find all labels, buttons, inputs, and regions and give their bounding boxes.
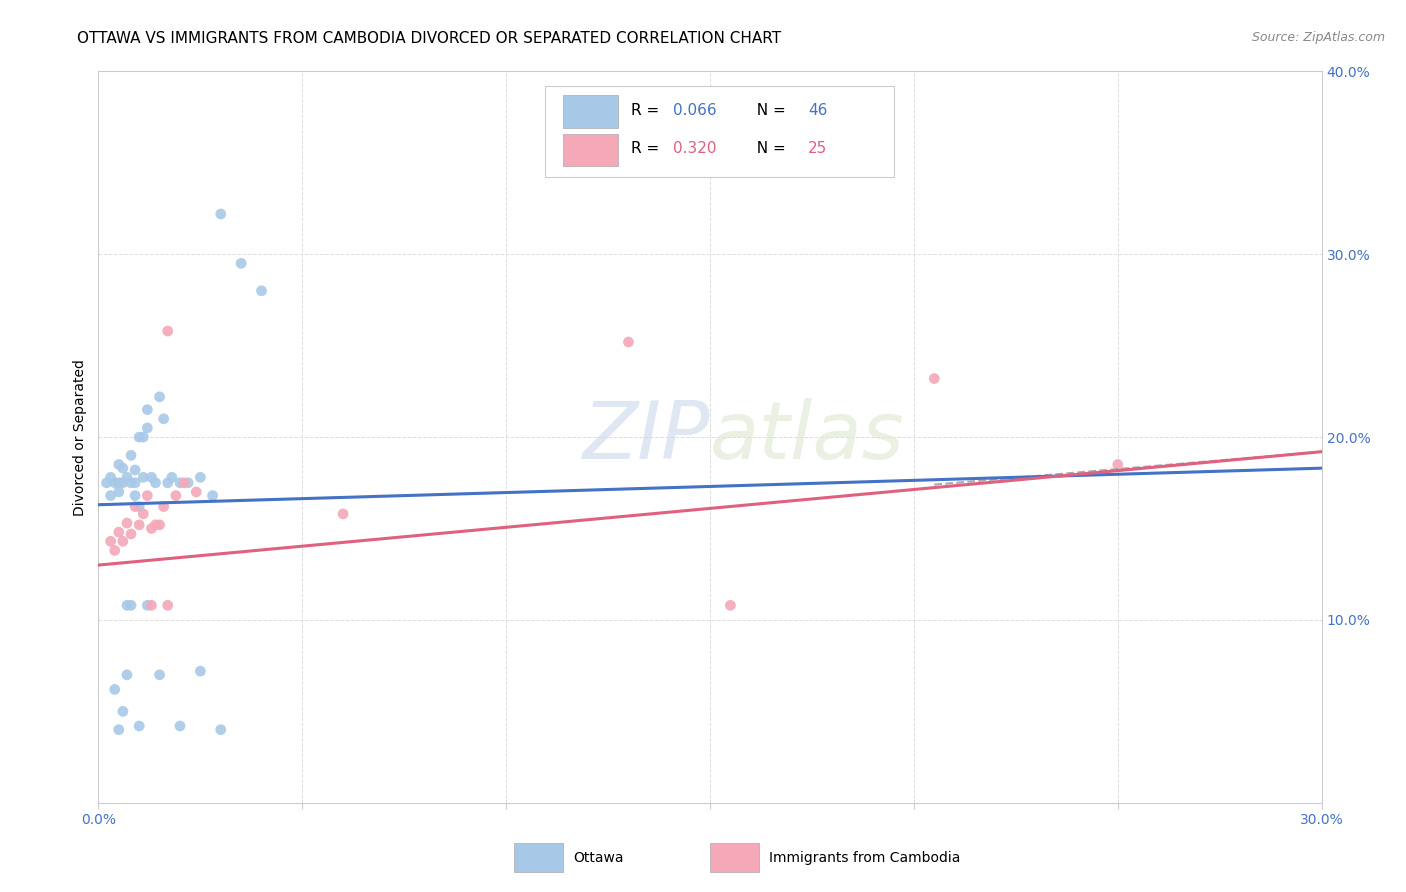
Point [169,719,191,733]
Point [100,534,122,549]
Point [115,470,138,484]
Point [145,475,167,490]
Point [136,421,159,435]
Point [231,256,253,270]
FancyBboxPatch shape [515,843,564,872]
Point [111,705,134,719]
Point [120,527,142,541]
Point [104,682,127,697]
Point [108,458,131,472]
Point [132,507,155,521]
Point [111,475,134,490]
Point [132,470,155,484]
Point [124,500,146,514]
Point [718,599,742,613]
Point [104,475,127,490]
Text: ZIP: ZIP [582,398,710,476]
Text: 0.320: 0.320 [673,141,717,156]
Point [128,500,150,514]
Point [209,207,232,221]
Point [115,516,138,530]
Point [115,667,138,681]
FancyBboxPatch shape [546,86,894,178]
Text: Ottawa: Ottawa [574,851,623,864]
Point [160,470,183,484]
Text: atlas: atlas [710,398,905,476]
Point [173,475,195,490]
Point [120,448,142,462]
Point [152,500,174,514]
Point [120,475,142,490]
Point [100,470,122,484]
Point [124,463,146,477]
Point [111,534,134,549]
Point [188,664,212,678]
Y-axis label: Divorced or Separated: Divorced or Separated [73,359,87,516]
Point [104,543,127,558]
Point [250,284,273,298]
Point [201,489,224,503]
Point [108,723,131,737]
Point [136,402,159,417]
Point [177,475,200,490]
FancyBboxPatch shape [564,95,619,128]
Point [108,485,131,500]
Point [169,475,191,490]
Text: N =: N = [747,103,790,118]
Point [145,517,167,532]
Point [128,430,150,444]
Point [108,475,131,490]
Point [141,470,163,484]
Point [128,517,150,532]
Point [149,517,172,532]
Point [156,324,179,338]
Text: N =: N = [747,141,790,156]
Point [922,371,945,385]
Text: Immigrants from Cambodia: Immigrants from Cambodia [769,851,960,864]
Point [136,599,159,613]
Point [149,390,172,404]
Point [1107,458,1129,472]
Text: 25: 25 [808,141,827,156]
Point [124,475,146,490]
Text: R =: R = [630,103,664,118]
Point [96,475,118,490]
Point [100,489,122,503]
Point [165,489,187,503]
Point [115,599,138,613]
Point [188,470,212,484]
Point [617,334,640,349]
FancyBboxPatch shape [710,843,759,872]
Text: 0.066: 0.066 [673,103,717,118]
Point [128,719,150,733]
Point [152,412,174,426]
Point [111,461,134,475]
Point [141,521,163,535]
Text: R =: R = [630,141,664,156]
Point [124,489,146,503]
Text: OTTAWA VS IMMIGRANTS FROM CAMBODIA DIVORCED OR SEPARATED CORRELATION CHART: OTTAWA VS IMMIGRANTS FROM CAMBODIA DIVOR… [77,31,782,46]
Point [156,475,179,490]
Point [108,525,131,540]
FancyBboxPatch shape [564,134,619,167]
Point [332,507,354,521]
Point [209,723,232,737]
Point [149,667,172,681]
Text: Source: ZipAtlas.com: Source: ZipAtlas.com [1251,31,1385,45]
Point [141,599,163,613]
Text: 46: 46 [808,103,827,118]
Point [132,430,155,444]
Point [186,485,208,500]
Point [156,599,179,613]
Point [120,599,142,613]
Point [136,489,159,503]
